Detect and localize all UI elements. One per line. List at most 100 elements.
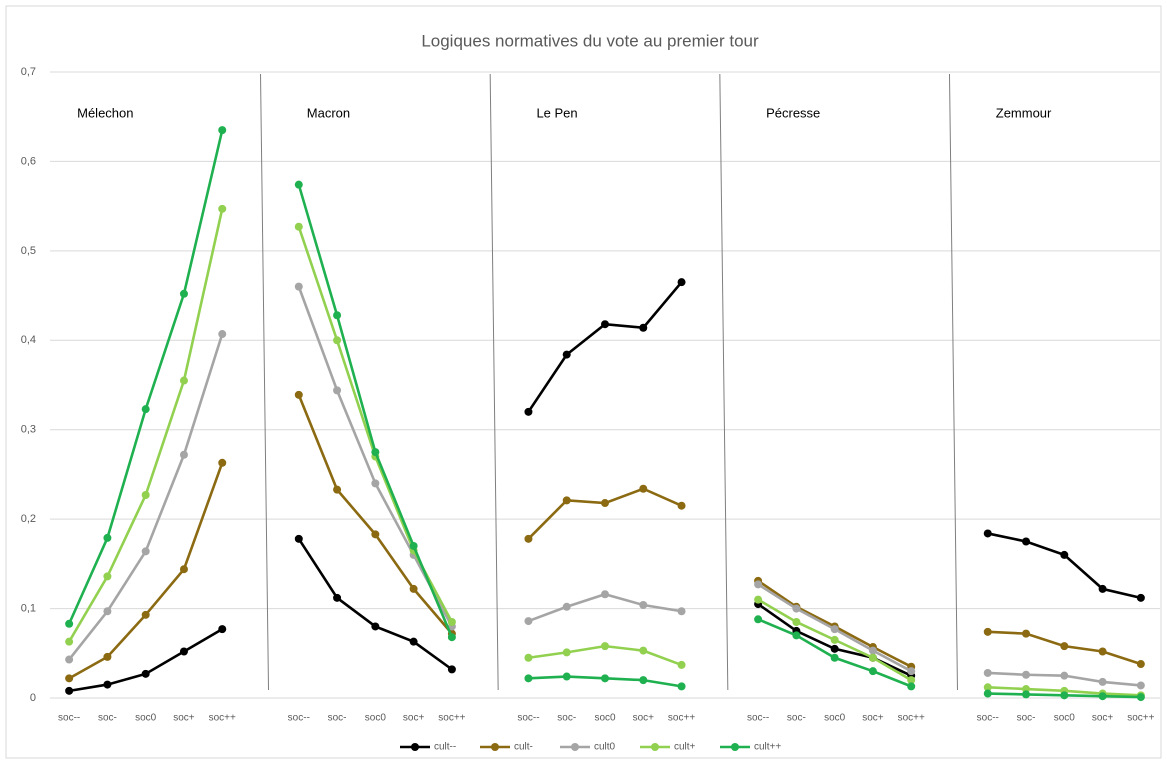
y-tick-label: 0,1 [21, 602, 36, 614]
data-point [371, 479, 380, 488]
data-point [333, 485, 342, 494]
data-point [601, 320, 609, 329]
panel-label: Pécresse [766, 105, 820, 120]
data-point [294, 534, 303, 543]
x-tick-label: soc+ [862, 713, 884, 724]
data-point [179, 647, 188, 656]
panel-label: Mélechon [77, 105, 133, 120]
data-point [601, 674, 609, 683]
data-point [754, 595, 763, 604]
data-point [65, 619, 74, 628]
data-point [103, 680, 112, 689]
data-point [983, 627, 992, 636]
data-point [562, 672, 571, 681]
data-point [792, 631, 801, 640]
y-tick-label: 0,6 [21, 155, 36, 167]
data-point [677, 607, 686, 616]
data-point [907, 682, 916, 691]
legend-label: cult+ [674, 742, 696, 753]
y-tick-label: 0,2 [21, 513, 36, 525]
data-point [1098, 692, 1107, 701]
data-point [562, 602, 571, 611]
data-point [1098, 677, 1107, 686]
legend-marker [571, 743, 579, 751]
legend-marker [651, 743, 659, 751]
x-tick-label: soc-- [747, 713, 769, 724]
data-point [830, 635, 839, 644]
data-point [792, 604, 801, 613]
data-point [371, 622, 380, 631]
panel-label: Le Pen [536, 105, 577, 120]
data-point [754, 580, 763, 589]
data-point [294, 222, 303, 231]
panel-separator [489, 73, 499, 691]
data-point [524, 674, 533, 683]
data-point [218, 625, 227, 634]
x-tick-label: soc++ [668, 713, 695, 724]
x-tick-label: soc++ [209, 713, 236, 724]
x-tick-label: soc-- [517, 713, 539, 724]
y-tick-label: 0,5 [21, 245, 36, 257]
data-point [218, 330, 227, 339]
data-point [868, 646, 877, 655]
chart-title: Logiques normatives du vote au premier t… [421, 31, 759, 50]
x-tick-label: soc+ [173, 713, 195, 724]
data-point [639, 676, 648, 685]
data-point [65, 686, 74, 695]
x-tick-label: soc0 [1054, 713, 1076, 724]
data-point [218, 204, 227, 213]
data-point [371, 448, 380, 457]
data-point [907, 676, 916, 685]
data-point [983, 689, 992, 698]
data-point [103, 572, 112, 581]
data-point [333, 311, 342, 320]
x-tick-label: soc++ [898, 713, 925, 724]
y-tick-label: 0,4 [21, 334, 36, 346]
panel-label: Macron [307, 105, 350, 120]
data-point [983, 683, 992, 692]
data-point [333, 386, 342, 395]
x-tick-label: soc- [557, 713, 576, 724]
data-point [1136, 593, 1145, 602]
data-point [601, 590, 609, 599]
data-point [868, 667, 877, 676]
x-tick-label: soc-- [977, 713, 999, 724]
data-point [830, 625, 839, 634]
data-point [103, 652, 112, 661]
data-point [179, 565, 188, 574]
data-point [830, 644, 839, 653]
data-point [1098, 584, 1107, 593]
data-point [179, 289, 188, 298]
data-point [1022, 629, 1031, 638]
data-point [409, 637, 418, 646]
data-point [333, 336, 342, 345]
data-point [1136, 660, 1145, 669]
data-point [141, 610, 150, 619]
legend-label: cult0 [594, 742, 616, 753]
data-point [141, 669, 150, 678]
data-point [677, 501, 686, 510]
data-point [218, 458, 227, 467]
data-point [65, 655, 74, 664]
data-point [294, 282, 303, 291]
data-point [65, 674, 74, 683]
panel-separator [260, 73, 270, 691]
data-point [103, 533, 112, 542]
x-tick-label: soc0 [824, 713, 846, 724]
data-point [639, 323, 648, 332]
data-point [983, 529, 992, 538]
x-tick-label: soc-- [288, 713, 310, 724]
data-point [524, 534, 533, 543]
data-point [409, 584, 418, 593]
data-point [1022, 537, 1031, 546]
x-tick-label: soc++ [438, 713, 465, 724]
legend-marker [731, 743, 739, 751]
data-point [294, 180, 303, 189]
data-point [218, 126, 227, 135]
chart-frame [5, 5, 1162, 759]
data-point [103, 607, 112, 616]
data-point [65, 637, 74, 646]
data-point [447, 617, 456, 626]
data-point [1098, 647, 1107, 656]
x-tick-label: soc-- [58, 713, 80, 724]
